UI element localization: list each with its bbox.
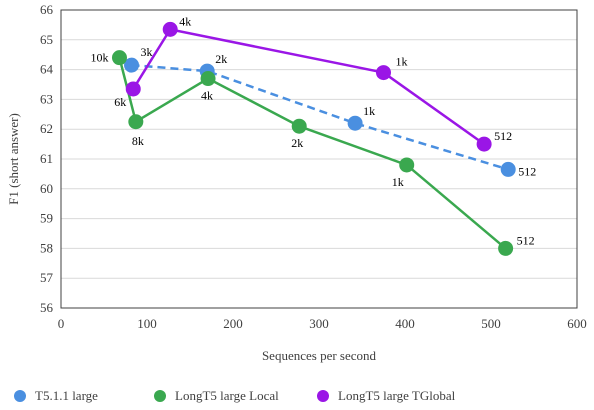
y-tick-label-64: 64 xyxy=(40,62,54,77)
data-point-2-0 xyxy=(125,81,141,97)
legend-label-0: T5.1.1 large xyxy=(35,388,98,403)
data-label-0-0: 3k xyxy=(141,45,153,59)
x-tick-label-500: 500 xyxy=(481,316,501,331)
x-tick-label-300: 300 xyxy=(309,316,329,331)
data-label-1-2: 4k xyxy=(201,89,213,103)
series-1: 10k 8k 4k 2k 1k 512 xyxy=(90,50,535,256)
data-point-1-5 xyxy=(498,240,514,256)
x-tick-label-0: 0 xyxy=(58,316,65,331)
data-label-1-4: 1k xyxy=(392,175,404,189)
y-tick-label-57: 57 xyxy=(40,270,54,285)
data-point-0-0 xyxy=(124,57,140,73)
y-tick-label-60: 60 xyxy=(40,181,53,196)
legend-marker-1 xyxy=(154,390,166,402)
data-point-0-3 xyxy=(500,161,516,177)
data-point-1-4 xyxy=(399,157,415,173)
data-label-2-3: 512 xyxy=(494,129,512,143)
y-tick-labels: 56 57 58 59 60 61 62 63 64 65 66 xyxy=(40,2,54,315)
series-layer: 3k 2k 1k 512 10k 8k 4k 2k 1k 512 6k 4k 1k 512 xyxy=(90,14,536,256)
plot-area-border xyxy=(60,9,578,309)
y-axis-title: F1 (short answer) xyxy=(6,113,21,205)
series-line-2 xyxy=(132,27,485,146)
y-tick-label-65: 65 xyxy=(40,32,53,47)
x-tick-label-100: 100 xyxy=(137,316,157,331)
gridlines xyxy=(61,9,577,309)
legend-label-2: LongT5 large TGlobal xyxy=(338,388,456,403)
data-point-2-1 xyxy=(162,21,178,37)
legend: T5.1.1 large LongT5 large Local LongT5 lar… xyxy=(14,388,456,403)
data-label-1-3: 2k xyxy=(291,136,303,150)
data-point-1-3 xyxy=(291,118,307,134)
y-tick-label-59: 59 xyxy=(40,211,53,226)
series-line-0 xyxy=(131,63,509,171)
data-label-0-2: 1k xyxy=(363,104,375,118)
legend-marker-0 xyxy=(14,390,26,402)
data-point-0-2 xyxy=(347,115,363,131)
y-tick-label-61: 61 xyxy=(40,151,53,166)
y-tick-label-62: 62 xyxy=(40,121,53,136)
data-label-1-1: 8k xyxy=(132,134,144,148)
data-point-2-3 xyxy=(476,136,492,152)
x-tick-label-200: 200 xyxy=(223,316,243,331)
x-tick-label-400: 400 xyxy=(395,316,415,331)
data-label-2-2: 1k xyxy=(396,55,408,69)
data-label-0-3: 512 xyxy=(518,164,536,178)
y-tick-label-66: 66 xyxy=(40,2,54,17)
series-line-1 xyxy=(118,57,507,250)
x-tick-labels: 0 100 200 300 400 500 600 xyxy=(58,316,587,331)
y-tick-label-63: 63 xyxy=(40,91,53,106)
series-0: 3k 2k 1k 512 xyxy=(124,45,536,178)
y-tick-label-58: 58 xyxy=(40,240,53,255)
data-point-1-0 xyxy=(111,50,127,66)
data-point-1-1 xyxy=(128,114,144,130)
data-label-2-1: 4k xyxy=(179,14,191,28)
data-point-1-2 xyxy=(200,71,216,87)
legend-label-1: LongT5 large Local xyxy=(175,388,279,403)
x-axis-title: Sequences per second xyxy=(262,348,377,363)
legend-marker-2 xyxy=(317,390,329,402)
data-label-2-0: 6k xyxy=(114,95,126,109)
y-tick-label-56: 56 xyxy=(40,300,54,315)
data-point-2-2 xyxy=(376,65,391,81)
data-label-1-0: 10k xyxy=(90,51,108,65)
data-label-0-1: 2k xyxy=(215,52,227,66)
x-tick-label-600: 600 xyxy=(567,316,587,331)
data-label-1-5: 512 xyxy=(517,233,535,247)
series-2: 6k 4k 1k 512 xyxy=(114,14,512,152)
